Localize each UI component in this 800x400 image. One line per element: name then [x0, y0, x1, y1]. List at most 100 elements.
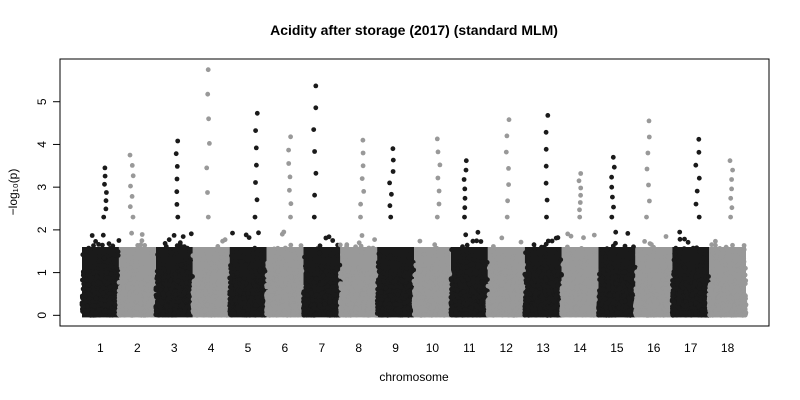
snp-point: [198, 297, 204, 303]
snp-point: [240, 253, 246, 259]
snp-point: [100, 248, 106, 254]
snp-peak-point: [175, 138, 181, 144]
snp-point: [209, 303, 215, 309]
snp-peak-point: [206, 116, 212, 122]
snp-point: [293, 256, 299, 262]
snp-point: [277, 260, 282, 266]
snp-point: [138, 300, 144, 306]
snp-point: [356, 297, 362, 303]
snp-point: [86, 282, 92, 288]
snp-point: [99, 274, 104, 280]
snp-point: [171, 311, 177, 317]
snp-point: [106, 297, 112, 303]
snp-point: [370, 258, 376, 263]
snp-point: [121, 291, 127, 297]
snp-point: [124, 267, 130, 273]
snp-peak-point: [253, 180, 258, 185]
snp-point: [283, 277, 288, 282]
snp-point: [241, 275, 247, 281]
snp-point: [210, 298, 215, 304]
snp-point: [204, 250, 210, 256]
snp-point: [319, 264, 324, 269]
snp-point: [177, 240, 183, 246]
snp-peak-point: [288, 134, 293, 140]
snp-point: [244, 312, 249, 318]
snp-point: [93, 239, 98, 244]
snp-peak-point: [287, 174, 293, 180]
snp-point: [173, 292, 178, 297]
snp-point: [238, 259, 244, 265]
snp-point: [221, 284, 226, 290]
snp-point: [143, 286, 149, 292]
snp-point: [160, 312, 166, 317]
snp-point: [218, 301, 224, 307]
snp-peak-point: [205, 190, 210, 195]
snp-peak-point: [204, 165, 210, 171]
snp-point: [227, 275, 233, 281]
snp-point: [133, 268, 139, 273]
snp-peak-point: [205, 91, 211, 97]
snp-peak-point: [101, 214, 107, 220]
snp-point: [285, 311, 290, 317]
snp-point: [182, 244, 187, 250]
snp-point: [90, 299, 95, 304]
snp-point: [303, 263, 308, 269]
snp-point: [295, 263, 301, 269]
snp-point: [127, 281, 133, 286]
snp-point: [338, 305, 344, 311]
snp-point: [283, 294, 289, 299]
snp-peak-point: [102, 173, 108, 179]
snp-point: [84, 277, 90, 283]
snp-point: [80, 252, 86, 258]
snp-point: [91, 243, 96, 249]
snp-peak-point: [102, 181, 107, 187]
snp-point: [166, 237, 172, 243]
snp-point: [247, 278, 253, 283]
snp-point: [344, 260, 350, 265]
snp-peak-point: [312, 192, 317, 198]
snp-point: [149, 279, 154, 285]
snp-point: [276, 255, 282, 261]
snp-point: [92, 261, 98, 267]
snp-point: [269, 310, 274, 315]
snp-point: [188, 231, 194, 237]
snp-point: [107, 246, 113, 251]
snp-point: [330, 303, 336, 309]
snp-point: [116, 280, 122, 285]
snp-point: [194, 267, 200, 272]
snp-point: [94, 274, 100, 280]
snp-point: [199, 309, 205, 315]
snp-point: [232, 297, 238, 303]
snp-point: [180, 302, 185, 308]
snp-point: [235, 265, 241, 271]
snp-point: [163, 282, 169, 287]
data-points: [79, 67, 749, 318]
snp-peak-point: [253, 128, 258, 134]
snp-peak-point: [174, 202, 180, 207]
snp-point: [234, 249, 239, 255]
snp-point: [272, 254, 278, 260]
snp-point: [92, 290, 98, 296]
snp-peak-point: [288, 201, 294, 207]
snp-point: [249, 311, 255, 316]
snp-point: [101, 255, 107, 261]
snp-point: [222, 291, 228, 297]
snp-point: [233, 258, 238, 264]
snp-point: [138, 306, 144, 312]
snp-point: [306, 266, 312, 272]
snp-point: [323, 269, 329, 274]
snp-point: [80, 286, 86, 292]
snp-point: [281, 229, 287, 235]
snp-point: [216, 291, 222, 297]
snp-point: [349, 288, 355, 293]
snp-point: [160, 261, 166, 267]
snp-point: [242, 301, 247, 306]
snp-point: [355, 287, 360, 293]
snp-point: [286, 270, 292, 276]
snp-peak-point: [130, 214, 136, 220]
snp-point: [366, 245, 372, 251]
snp-point: [213, 264, 218, 270]
snp-peak-point: [103, 206, 109, 212]
snp-point: [212, 311, 218, 317]
snp-point: [316, 250, 322, 256]
